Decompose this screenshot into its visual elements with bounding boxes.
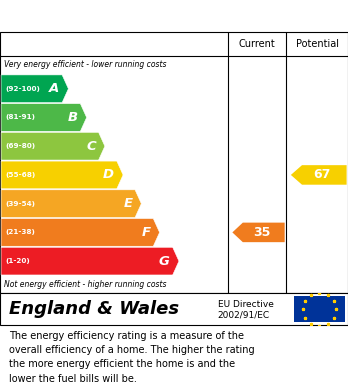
Text: (21-38): (21-38): [5, 230, 35, 235]
Polygon shape: [1, 161, 123, 189]
Text: C: C: [86, 140, 96, 153]
Text: 35: 35: [253, 226, 271, 239]
Text: England & Wales: England & Wales: [9, 300, 179, 317]
Text: Very energy efficient - lower running costs: Very energy efficient - lower running co…: [4, 61, 167, 70]
Text: Current: Current: [239, 39, 275, 49]
Text: F: F: [142, 226, 150, 239]
Polygon shape: [1, 133, 105, 160]
Polygon shape: [1, 219, 159, 246]
Text: 67: 67: [314, 169, 331, 181]
Text: (55-68): (55-68): [5, 172, 35, 178]
Text: Energy Efficiency Rating: Energy Efficiency Rating: [9, 9, 219, 23]
Text: (92-100): (92-100): [5, 86, 40, 92]
Polygon shape: [1, 75, 68, 102]
Polygon shape: [232, 222, 285, 242]
Text: (1-20): (1-20): [5, 258, 30, 264]
Text: (69-80): (69-80): [5, 143, 35, 149]
Text: A: A: [49, 82, 59, 95]
Bar: [294, 296, 345, 322]
Text: Not energy efficient - higher running costs: Not energy efficient - higher running co…: [4, 280, 167, 289]
Text: 2002/91/EC: 2002/91/EC: [218, 310, 270, 319]
Polygon shape: [1, 104, 87, 131]
Text: (39-54): (39-54): [5, 201, 35, 207]
Text: G: G: [159, 255, 170, 267]
Polygon shape: [291, 165, 347, 185]
Text: B: B: [68, 111, 78, 124]
Text: EU Directive: EU Directive: [218, 300, 274, 309]
Text: Potential: Potential: [295, 39, 339, 49]
Text: (81-91): (81-91): [5, 115, 35, 120]
Polygon shape: [1, 247, 179, 275]
Polygon shape: [1, 190, 141, 217]
Text: D: D: [103, 169, 114, 181]
Text: E: E: [123, 197, 132, 210]
Text: The energy efficiency rating is a measure of the
overall efficiency of a home. T: The energy efficiency rating is a measur…: [9, 330, 254, 384]
